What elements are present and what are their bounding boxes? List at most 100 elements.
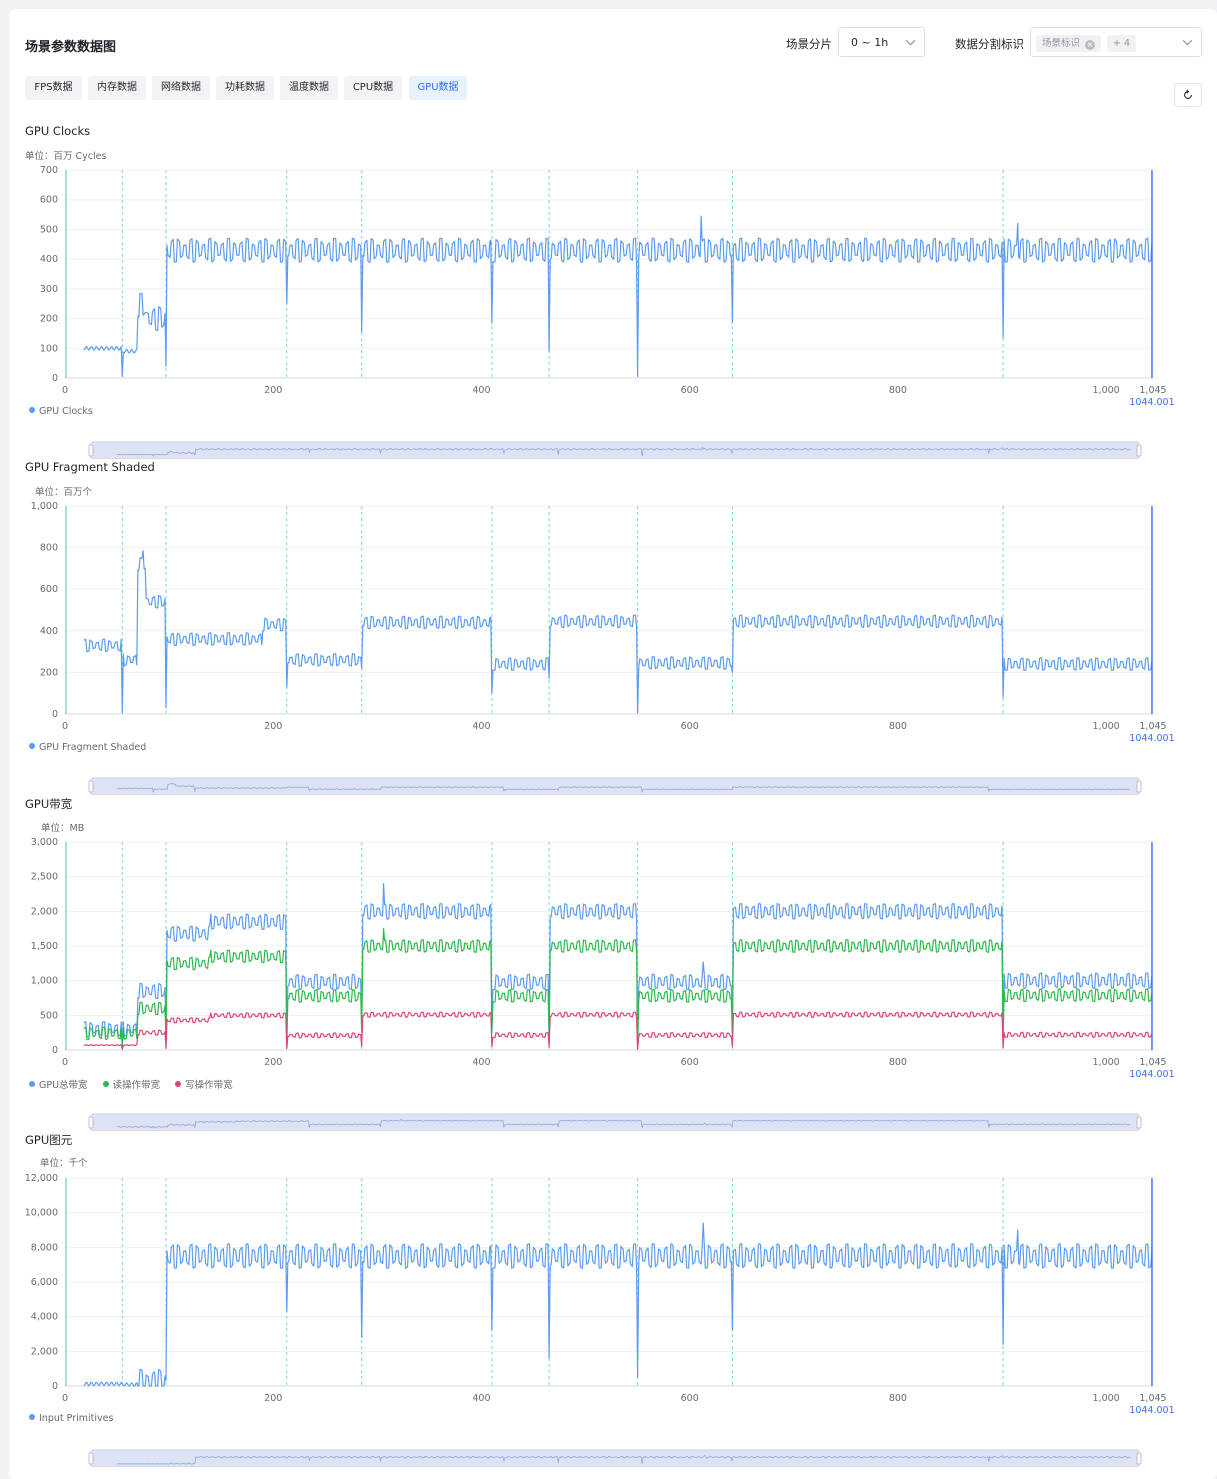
x-tick-label: 800 (889, 721, 907, 732)
y-tick-label: 2,000 (31, 1346, 58, 1357)
legend-dot (29, 1081, 35, 1087)
zoom-slider (90, 441, 1140, 459)
y-tick-label: 700 (40, 165, 58, 176)
chart-gpu-primitives: 0 2,000 4,000 6,000 8,000 10,000 12,000 0 200 400… (25, 1173, 1175, 1467)
series-line (83, 215, 1153, 378)
x-tick-label: 0 (62, 385, 68, 396)
legend-gpu-bandwidth: GPU总带宽 读操作带宽 写操作带宽 (29, 1077, 245, 1091)
x-tick-label: 200 (264, 721, 282, 732)
legend-label: Input Primitives (39, 1413, 114, 1424)
split-tag-label: 场景标识 (1042, 38, 1081, 49)
slice-select[interactable]: 0 ~ 1h (838, 27, 925, 57)
y-tick-label: 0 (52, 373, 58, 384)
chart-unit-gpu-primitives: 单位：千个 (40, 1158, 88, 1169)
y-tick-label: 4,000 (31, 1312, 58, 1323)
legend-item[interactable]: GPU Fragment Shaded (29, 742, 146, 753)
zoom-handle-left (88, 444, 94, 457)
x-tick-label: 1,045 (1139, 721, 1166, 732)
x-tick-label: 200 (264, 1057, 282, 1068)
chart-unit-gpu-bandwidth: 单位：MB (41, 823, 85, 834)
x-tick-label: 400 (472, 385, 490, 396)
legend-gpu-clocks: GPU Clocks (29, 406, 105, 417)
y-tick-label: 3,000 (31, 837, 58, 848)
cursor-label: 1044.001 (1129, 733, 1174, 744)
legend-item[interactable]: GPU总带宽 (29, 1080, 88, 1091)
y-tick-label: 500 (40, 224, 58, 235)
y-tick-label: 600 (40, 195, 58, 206)
zoom-preview-line (116, 782, 1131, 794)
chevron-down-icon (1182, 39, 1193, 46)
y-tick-label: 2,000 (31, 906, 58, 917)
zoom-handle-left (88, 1116, 94, 1129)
legend-gpu-fragment: GPU Fragment Shaded (29, 742, 158, 753)
y-tick-label: 400 (40, 626, 58, 637)
tab-temperature[interactable]: 温度数据 (280, 76, 338, 100)
refresh-button[interactable] (1174, 83, 1202, 107)
zoom-handle-right (1136, 1452, 1142, 1465)
tab-power[interactable]: 功耗数据 (216, 76, 274, 100)
y-tick-label: 0 (52, 1045, 58, 1056)
series-line (83, 550, 1153, 714)
zoom-handle-left (88, 780, 94, 793)
x-tick-label: 200 (264, 1393, 282, 1404)
legend-label: GPU总带宽 (39, 1080, 88, 1091)
y-tick-label: 6,000 (31, 1277, 58, 1288)
x-tick-label: 600 (681, 385, 699, 396)
zoom-preview-line (116, 1454, 1131, 1465)
legend-item[interactable]: 读操作带宽 (102, 1080, 160, 1091)
tab-memory[interactable]: 内存数据 (88, 76, 146, 100)
legend-item[interactable]: 写操作带宽 (175, 1080, 233, 1091)
legend-label: GPU Clocks (39, 406, 93, 417)
legend-dot (175, 1081, 182, 1087)
tab-cpu[interactable]: CPU数据 (344, 76, 402, 100)
y-tick-label: 1,000 (31, 976, 58, 987)
close-icon[interactable]: × (1085, 40, 1096, 50)
cursor-label: 1044.001 (1129, 397, 1174, 408)
y-tick-label: 100 (40, 343, 58, 354)
chart-title-gpu-fragment: GPU Fragment Shaded (25, 460, 155, 474)
x-tick-label: 0 (62, 1057, 68, 1068)
legend-item[interactable]: GPU Clocks (29, 406, 93, 417)
x-tick-label: 1,045 (1139, 1393, 1166, 1404)
series-line (83, 1222, 1153, 1387)
page-title: 场景参数数据图 (25, 40, 117, 55)
legend-dot (29, 743, 35, 749)
chart-unit-gpu-clocks: 单位：百万 Cycles (25, 151, 107, 162)
zoom-handle-right (1136, 780, 1142, 793)
x-tick-label: 1,000 (1093, 721, 1120, 732)
chart-gpu-clocks: 0 100 200 300 400 500 600 700 0 200 400 600 800 1,000… (40, 165, 1175, 459)
x-tick-label: 0 (62, 1393, 68, 1404)
zoom-preview-line (116, 446, 1131, 457)
split-more-tag: + 4 (1107, 35, 1137, 52)
zoom-handle-left (88, 1452, 94, 1465)
tab-gpu[interactable]: GPU数据 (409, 76, 467, 100)
x-tick-label: 1,000 (1093, 1057, 1120, 1068)
y-tick-label: 400 (40, 254, 58, 265)
split-select[interactable]: 场景标识 × + 4 (1030, 27, 1202, 57)
cursor-label: 1044.001 (1129, 1405, 1174, 1416)
x-tick-label: 1,000 (1093, 385, 1120, 396)
x-tick-label: 1,000 (1093, 1393, 1120, 1404)
panel-card: 场景参数数据图 场景分片 0 ~ 1h 数据分割标识 场景标识 × + 4 FPS… (9, 9, 1217, 1479)
refresh-icon (1184, 89, 1192, 99)
chart-title-gpu-bandwidth: GPU带宽 (25, 797, 73, 811)
x-tick-label: 400 (472, 721, 490, 732)
tab-fps[interactable]: FPS数据 (25, 76, 82, 100)
x-tick-label: 800 (889, 385, 907, 396)
legend-dot (102, 1081, 109, 1087)
series-line (83, 928, 1153, 1050)
cursor-label: 1044.001 (1129, 1069, 1174, 1080)
x-tick-label: 600 (681, 1393, 699, 1404)
legend-label: GPU Fragment Shaded (39, 742, 147, 753)
zoom-handle-right (1136, 444, 1142, 457)
zoom-slider (90, 777, 1140, 795)
y-tick-label: 0 (52, 709, 58, 720)
y-tick-label: 10,000 (25, 1208, 58, 1219)
slice-value: 0 ~ 1h (851, 36, 889, 49)
legend-item[interactable]: Input Primitives (29, 1413, 113, 1424)
legend-dot (29, 1414, 35, 1420)
chart-unit-gpu-fragment: 单位：百万个 (35, 487, 93, 498)
x-tick-label: 800 (889, 1057, 907, 1068)
y-tick-label: 300 (40, 284, 58, 295)
tab-network[interactable]: 网络数据 (152, 76, 210, 100)
